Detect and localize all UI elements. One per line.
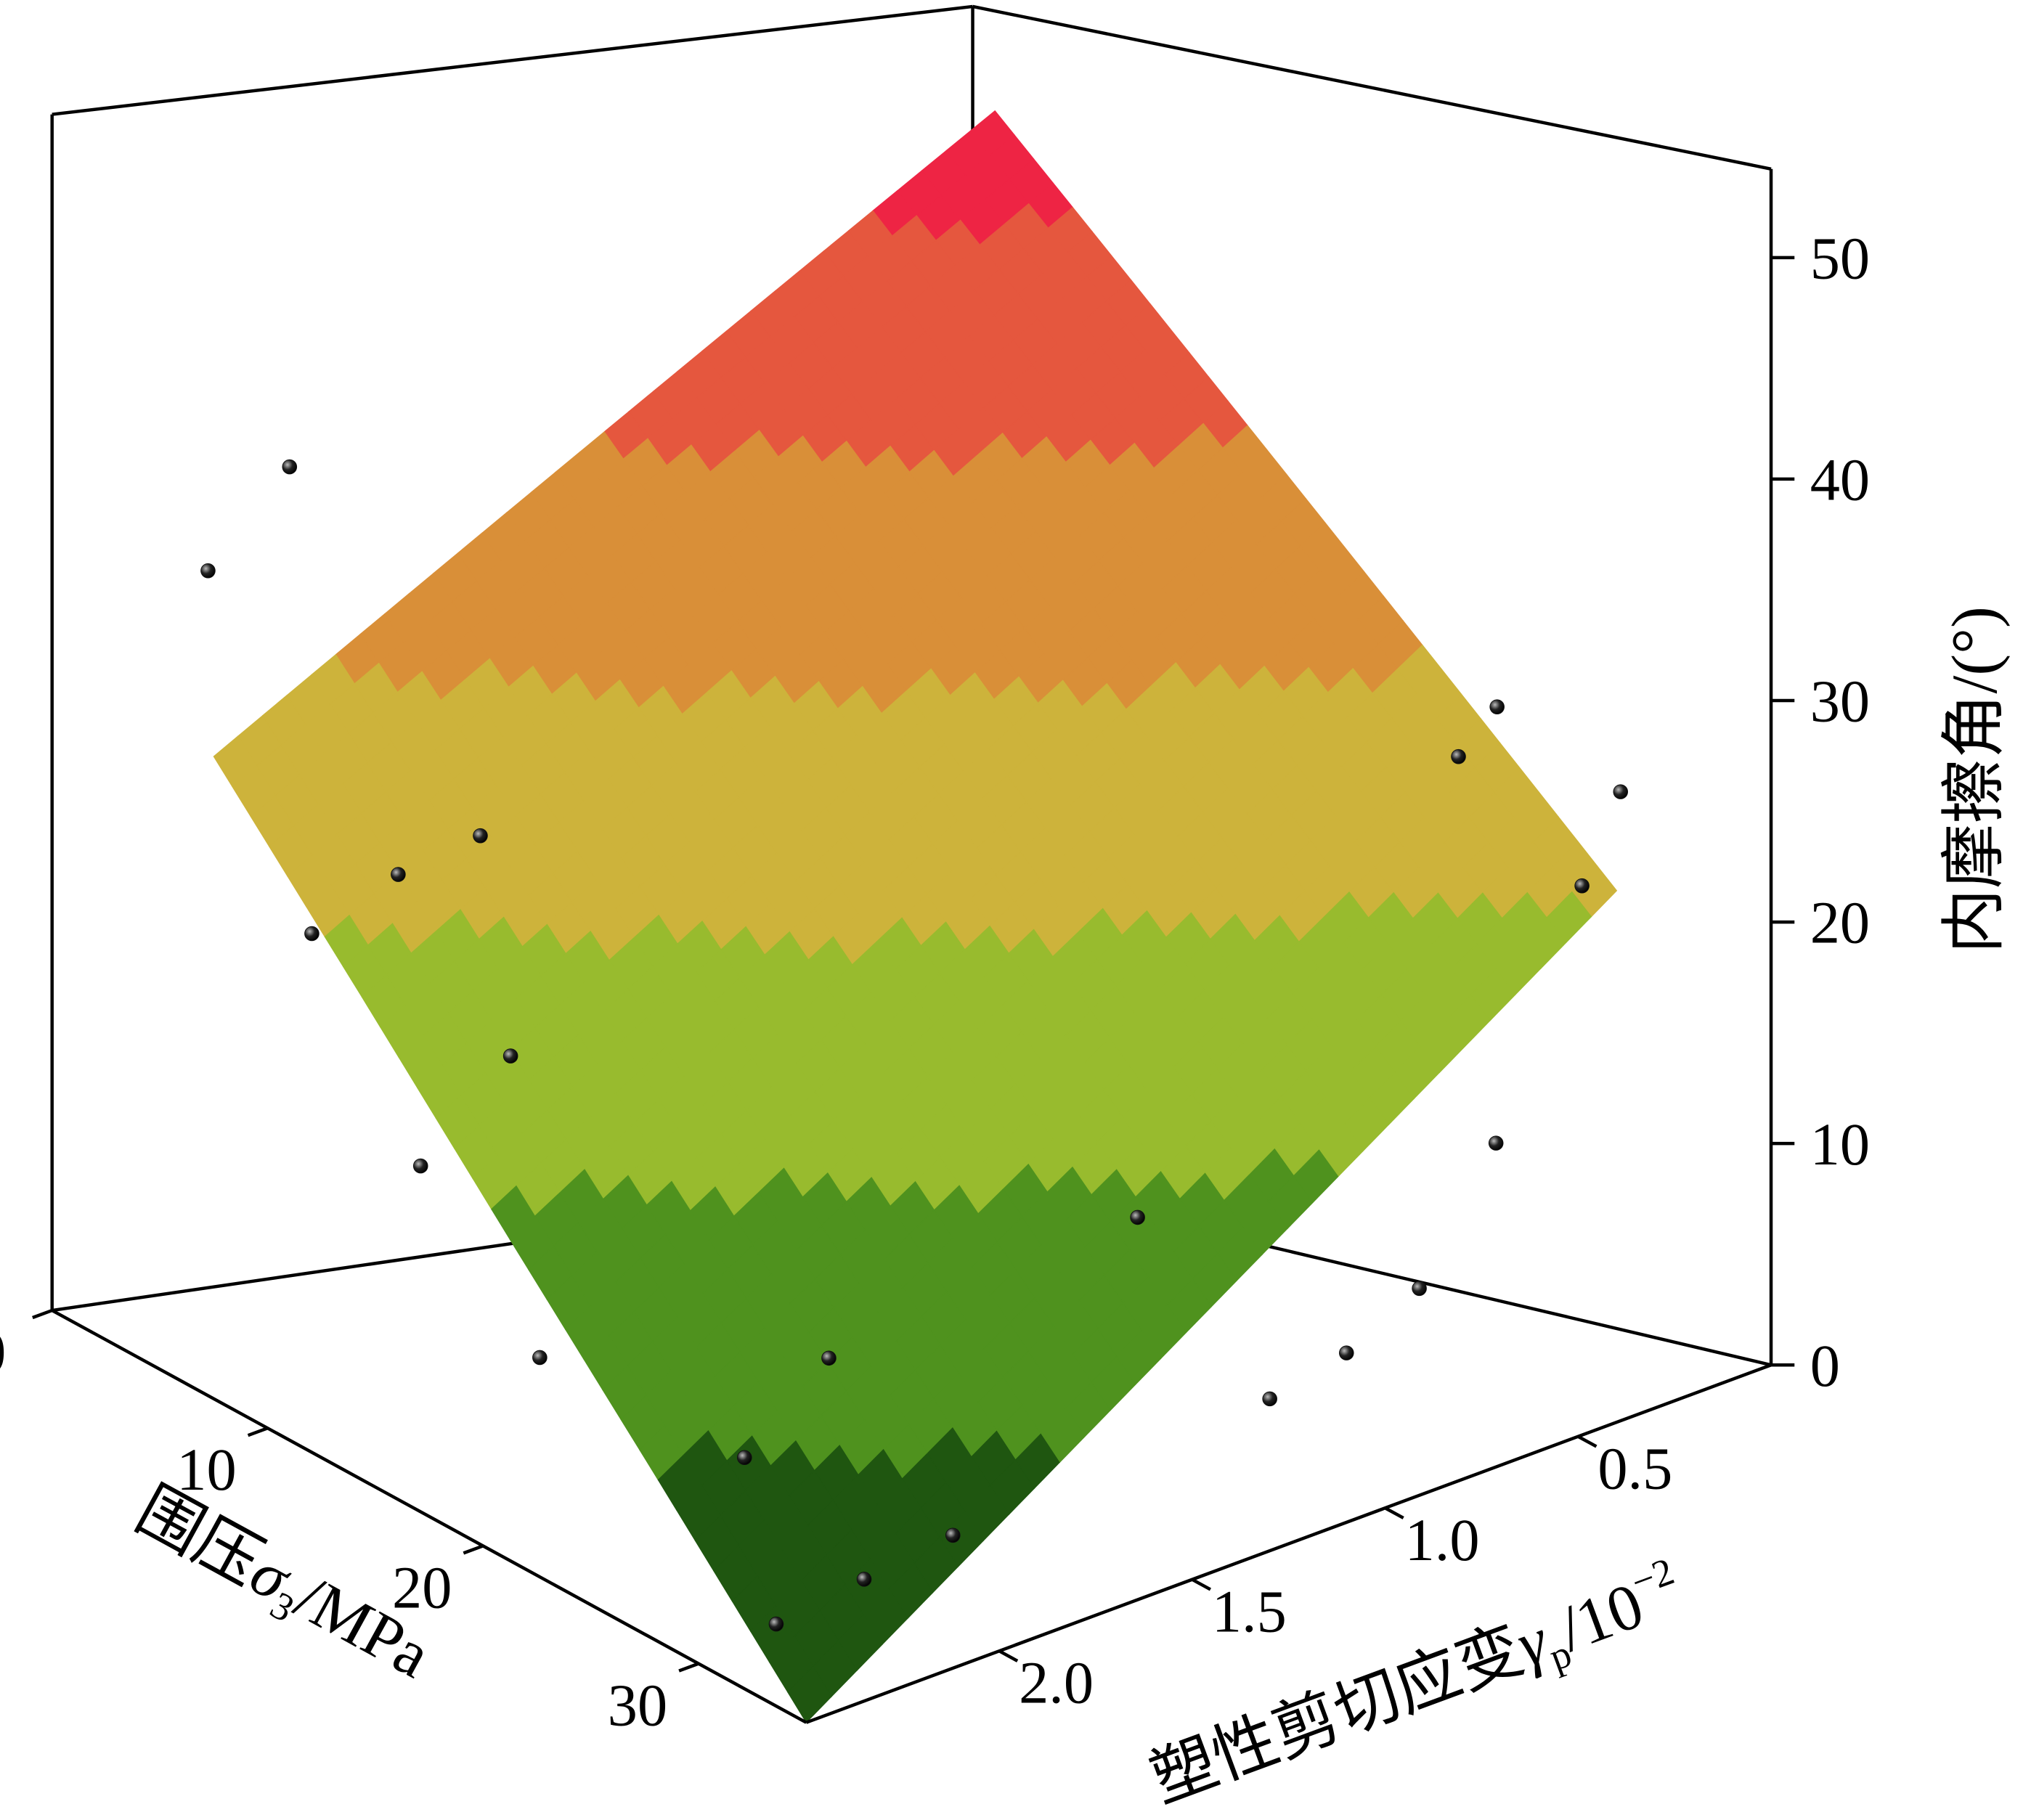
data-point — [1488, 1135, 1504, 1151]
x-tick-label: 30 — [608, 1672, 667, 1738]
data-point — [391, 867, 406, 882]
x-axis — [51, 1309, 807, 1724]
y-tick — [1384, 1506, 1404, 1519]
data-point — [856, 1572, 872, 1587]
z-tick-label: 20 — [1810, 890, 1870, 956]
y-tick-label: 1.0 — [1405, 1507, 1480, 1573]
data-point — [473, 828, 488, 844]
data-point — [1338, 1345, 1354, 1360]
x-tick — [678, 1662, 699, 1673]
data-point — [945, 1527, 961, 1543]
data-point — [1451, 748, 1466, 764]
data-point — [200, 563, 216, 579]
data-point — [304, 926, 320, 942]
x-tick — [463, 1544, 484, 1555]
data-point — [1613, 784, 1629, 799]
data-point — [502, 1048, 518, 1064]
data-point — [1130, 1209, 1145, 1225]
data-point — [768, 1616, 784, 1632]
y-tick — [998, 1649, 1019, 1662]
data-point — [412, 1158, 428, 1174]
x-tick — [247, 1427, 269, 1437]
surface — [213, 110, 1618, 1723]
y-axis — [805, 1363, 1772, 1724]
z-axis-title: 内摩擦角/(°) — [1939, 606, 2011, 953]
y-tick-label: 1.5 — [1212, 1578, 1287, 1644]
y-tick-label: 0.5 — [1598, 1435, 1672, 1501]
box-edge — [972, 4, 1772, 171]
data-point — [1412, 1281, 1427, 1297]
y-tick-label: 2.0 — [1019, 1650, 1094, 1716]
y-tick — [1191, 1578, 1212, 1591]
z-tick-label: 0 — [1810, 1333, 1840, 1399]
box-edge — [52, 4, 973, 116]
axes: 0 10 20 30 0.5 1.0 1.5 2.0 0 10 20 30 40 50 — [0, 168, 1870, 1738]
y-tick — [1577, 1435, 1598, 1448]
x-tick — [32, 1308, 53, 1320]
data-point — [282, 459, 298, 475]
z-tick-label: 30 — [1810, 669, 1870, 735]
data-point — [1574, 878, 1590, 894]
x-tick-label: 10 — [176, 1437, 236, 1503]
y-title-text: 塑性剪切应变 — [1141, 1614, 1532, 1816]
z-tick-label: 40 — [1810, 447, 1870, 513]
z-tick-label: 10 — [1810, 1111, 1870, 1178]
x-tick-label: 20 — [392, 1554, 452, 1620]
data-point — [1262, 1391, 1277, 1407]
data-point — [1489, 699, 1505, 714]
data-point — [532, 1350, 548, 1366]
x-tick-label: 0 — [0, 1319, 6, 1385]
data-point — [737, 1450, 752, 1466]
data-point — [821, 1350, 837, 1366]
points — [200, 459, 1629, 1632]
z-tick-label: 50 — [1810, 225, 1870, 291]
